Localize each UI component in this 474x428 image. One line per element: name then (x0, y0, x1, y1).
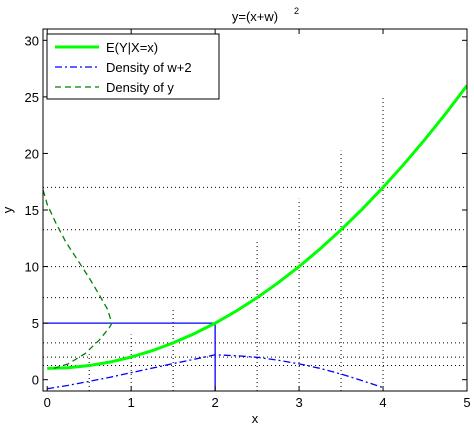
legend-label-0: E(Y|X=x) (106, 40, 158, 55)
y-tick-label-4: 20 (25, 146, 39, 161)
legend: E(Y|X=x) Density of w+2 Density of y (46, 33, 220, 100)
x-tick-label-0: 0 (44, 395, 51, 410)
series-layer (43, 84, 467, 390)
series-line-2 (43, 189, 113, 369)
y-tick-label-3: 15 (25, 203, 39, 218)
axis-ticks: 0 1 2 3 4 5 0 5 10 15 20 25 30 (25, 29, 471, 410)
x-tick-label-4: 4 (379, 395, 386, 410)
legend-label-2: Density of y (106, 80, 174, 95)
chart-title-superscript: 2 (294, 6, 299, 16)
x-tick-label-1: 1 (128, 395, 135, 410)
y-tick-label-5: 25 (25, 90, 39, 105)
x-tick-label-2: 2 (212, 395, 219, 410)
x-tick-label-3: 3 (295, 395, 302, 410)
x-axis-label: x (252, 411, 259, 426)
x-tick-label-5: 5 (463, 395, 470, 410)
guide-lines (43, 96, 467, 391)
series-line-1 (47, 354, 384, 390)
y-axis-label: y (0, 206, 15, 213)
y-tick-label-0: 0 (32, 373, 39, 388)
chart-title: y=(x+w) (232, 9, 278, 24)
legend-label-1: Density of w+2 (106, 60, 192, 75)
series-line-0 (47, 84, 467, 370)
y-tick-label-1: 5 (32, 316, 39, 331)
y-tick-label-2: 10 (25, 260, 39, 275)
y-tick-label-6: 30 (25, 33, 39, 48)
title: y=(x+w) 2 (232, 6, 299, 24)
